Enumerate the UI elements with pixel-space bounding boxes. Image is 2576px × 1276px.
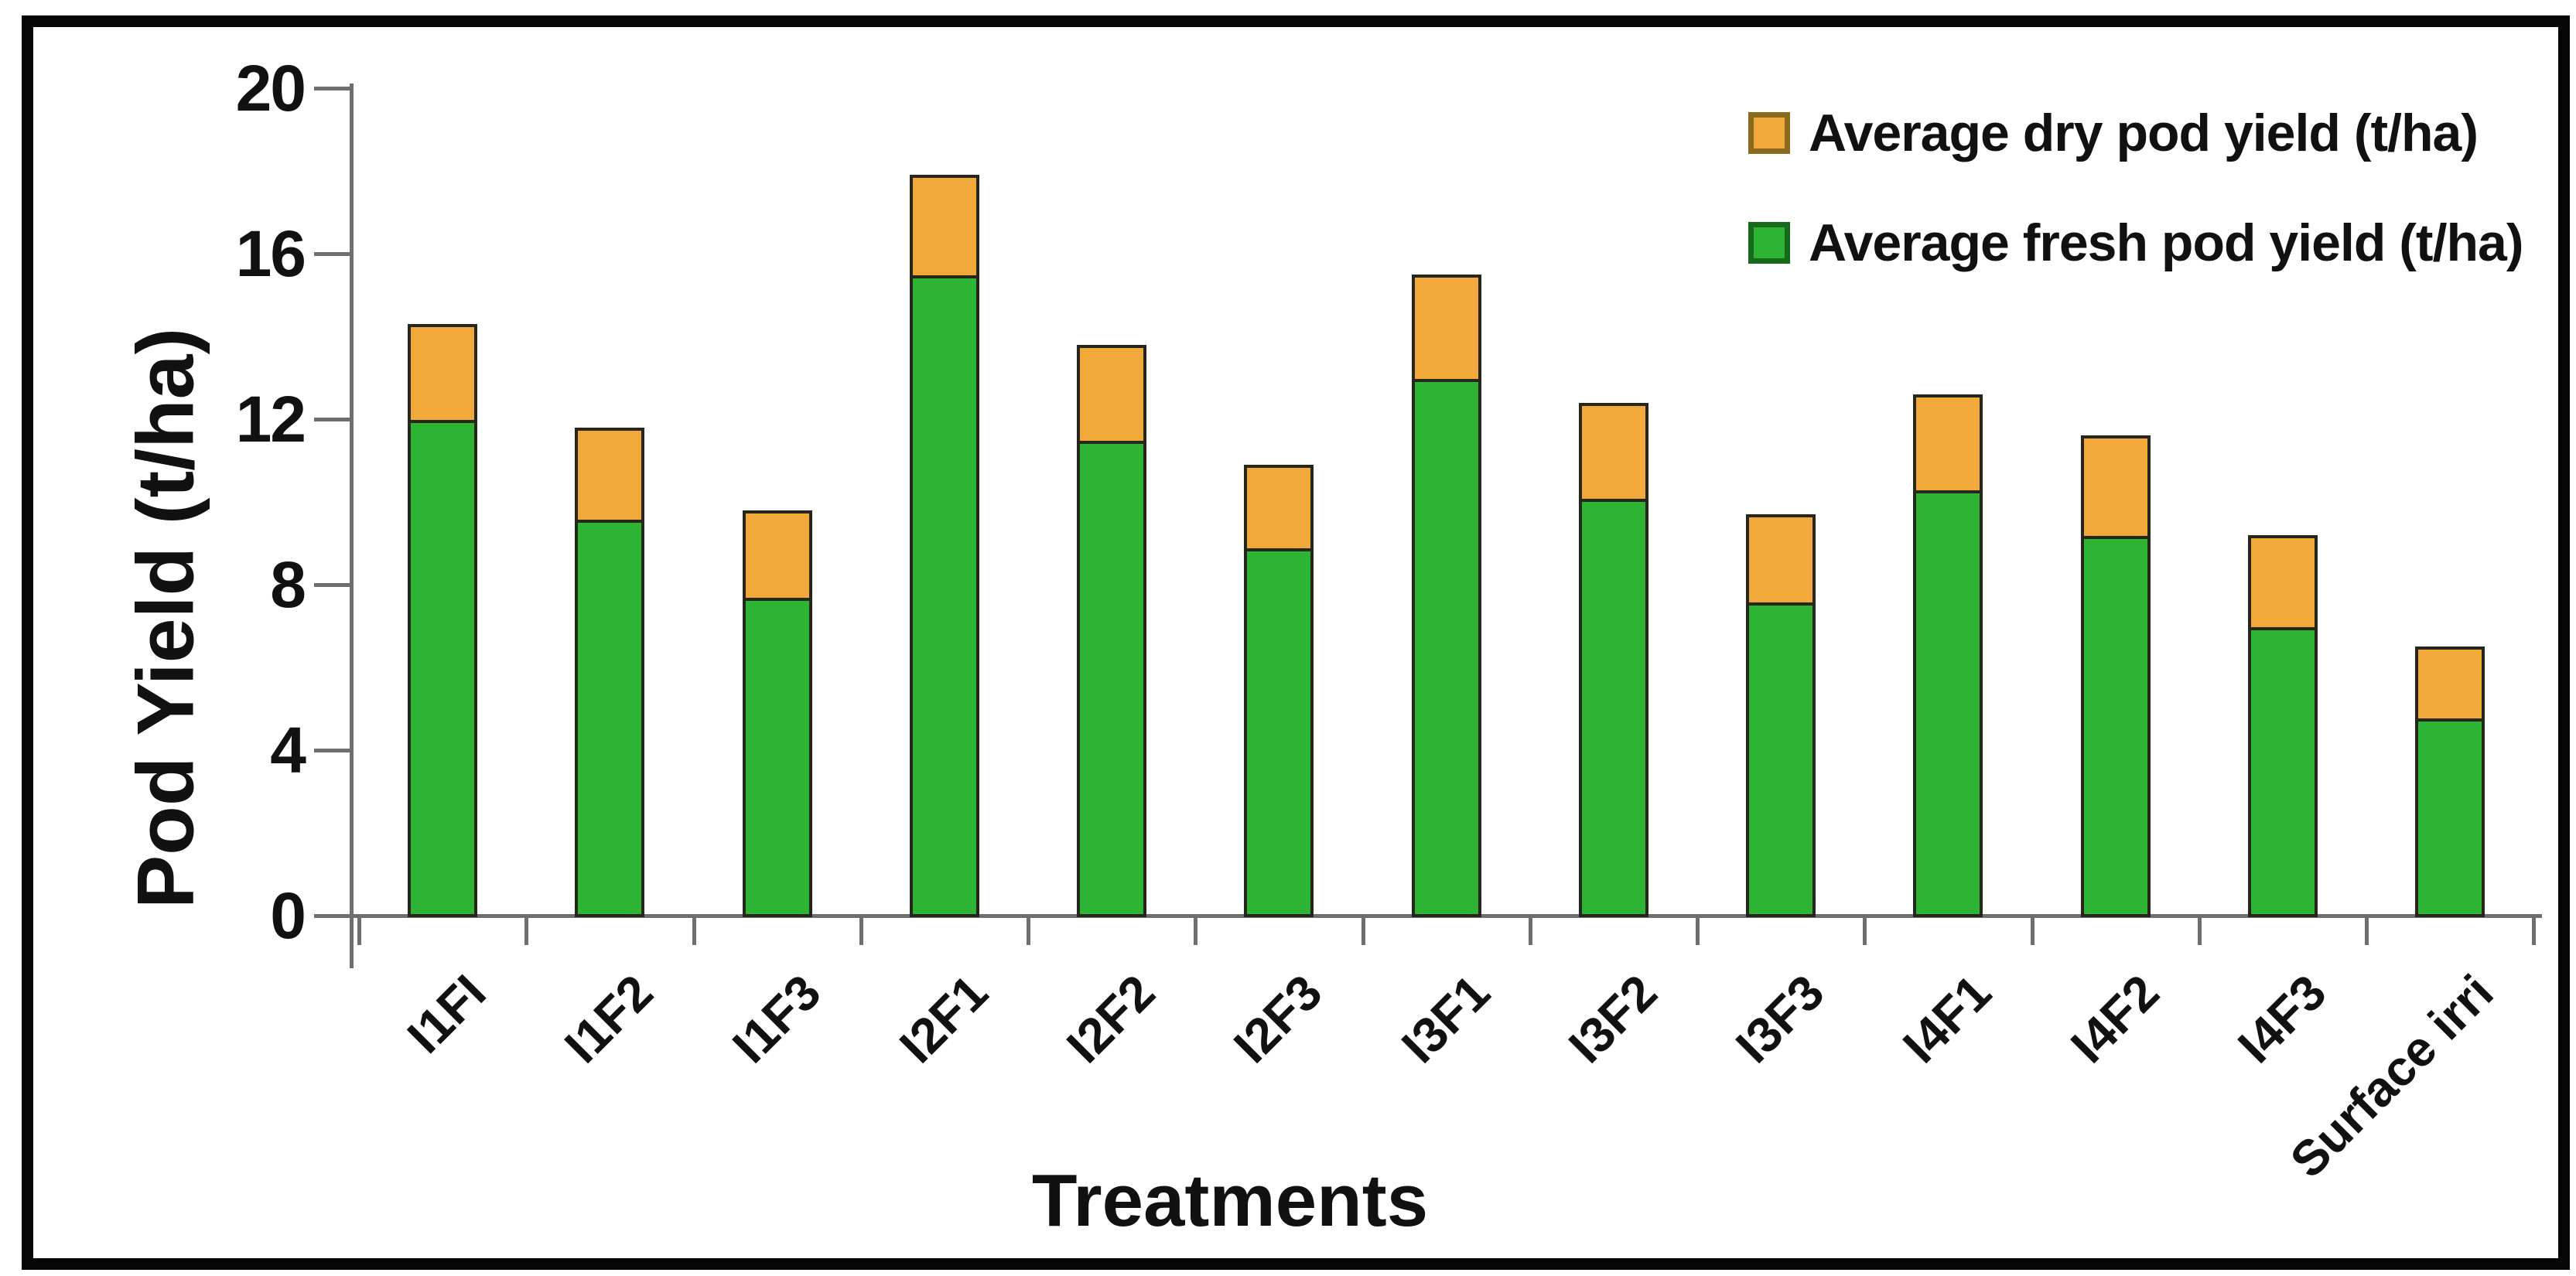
x-tick — [2532, 916, 2537, 945]
x-tick — [1027, 916, 1030, 945]
legend-swatch-fresh-icon — [1748, 222, 1790, 264]
y-tick — [314, 914, 350, 918]
bar-segment-dry-I3F3 — [1746, 514, 1816, 606]
x-tick — [1863, 916, 1867, 945]
bar-segment-fresh-I1F2 — [575, 522, 645, 917]
x-tick — [2030, 916, 2034, 945]
x-tick — [1528, 916, 1532, 945]
x-axis-title: Treatments — [1031, 1159, 1429, 1242]
bar-segment-dry-I3F1 — [1411, 274, 1481, 382]
y-tick-label: 12 — [235, 383, 306, 455]
legend-label-fresh: Average fresh pod yield (t/ha) — [1809, 213, 2523, 272]
bar-segment-dry-I1F3 — [742, 510, 812, 602]
bar-segment-dry-I4F2 — [2080, 435, 2151, 540]
y-tick — [314, 583, 350, 587]
x-tick — [2365, 916, 2369, 945]
y-tick — [314, 418, 350, 421]
bar-segment-dry-I2F1 — [909, 175, 979, 279]
bar-segment-dry-I2F3 — [1244, 464, 1314, 552]
x-tick — [524, 916, 529, 945]
y-tick-label: 20 — [235, 52, 306, 125]
bar-segment-dry-I4F3 — [2247, 534, 2318, 630]
bar-segment-fresh-I3F1 — [1411, 381, 1481, 917]
x-tick — [1194, 916, 1198, 945]
x-tick — [859, 916, 863, 945]
x-tick — [1361, 916, 1365, 945]
bar-segment-fresh-I4F3 — [2247, 629, 2318, 917]
x-tick — [2197, 916, 2202, 945]
bar-segment-fresh-I4F2 — [2080, 539, 2151, 917]
x-tick — [692, 916, 696, 945]
bar-segment-dry-I2F2 — [1077, 344, 1147, 445]
legend-swatch-dry-icon — [1748, 112, 1790, 154]
bar-segment-fresh-I4F1 — [1913, 493, 1983, 917]
legend-label-dry: Average dry pod yield (t/ha) — [1809, 104, 2479, 162]
bar-segment-fresh-I2F3 — [1244, 551, 1314, 917]
bar-segment-dry-I1FI — [408, 323, 478, 424]
x-tick — [1696, 916, 1700, 945]
bar-segment-fresh-I1FI — [408, 423, 478, 917]
bar-segment-fresh-I2F1 — [909, 278, 979, 917]
y-tick — [314, 87, 350, 90]
y-tick-label: 8 — [270, 548, 306, 621]
bar-segment-dry-I3F2 — [1578, 402, 1648, 502]
bar-segment-dry-I1F2 — [575, 427, 645, 523]
y-axis-line — [350, 84, 354, 968]
bar-segment-fresh-Surface-irri — [2415, 721, 2485, 917]
x-tick — [357, 916, 361, 945]
y-tick-label: 16 — [235, 217, 306, 290]
legend-item-dry: Average dry pod yield (t/ha) — [1748, 97, 2479, 169]
bar-segment-dry-Surface-irri — [2415, 647, 2485, 722]
bar-segment-fresh-I3F2 — [1578, 502, 1648, 917]
bar-segment-dry-I4F1 — [1913, 394, 1983, 494]
figure-border — [22, 15, 2570, 1270]
bar-segment-fresh-I1F3 — [742, 601, 812, 917]
y-tick — [314, 749, 350, 752]
bar-segment-fresh-I3F3 — [1746, 605, 1816, 917]
y-tick — [314, 252, 350, 256]
legend-item-fresh: Average fresh pod yield (t/ha) — [1748, 207, 2523, 278]
bar-segment-fresh-I2F2 — [1077, 444, 1147, 917]
y-tick-label: 4 — [270, 714, 306, 786]
y-tick-label: 0 — [270, 879, 306, 952]
